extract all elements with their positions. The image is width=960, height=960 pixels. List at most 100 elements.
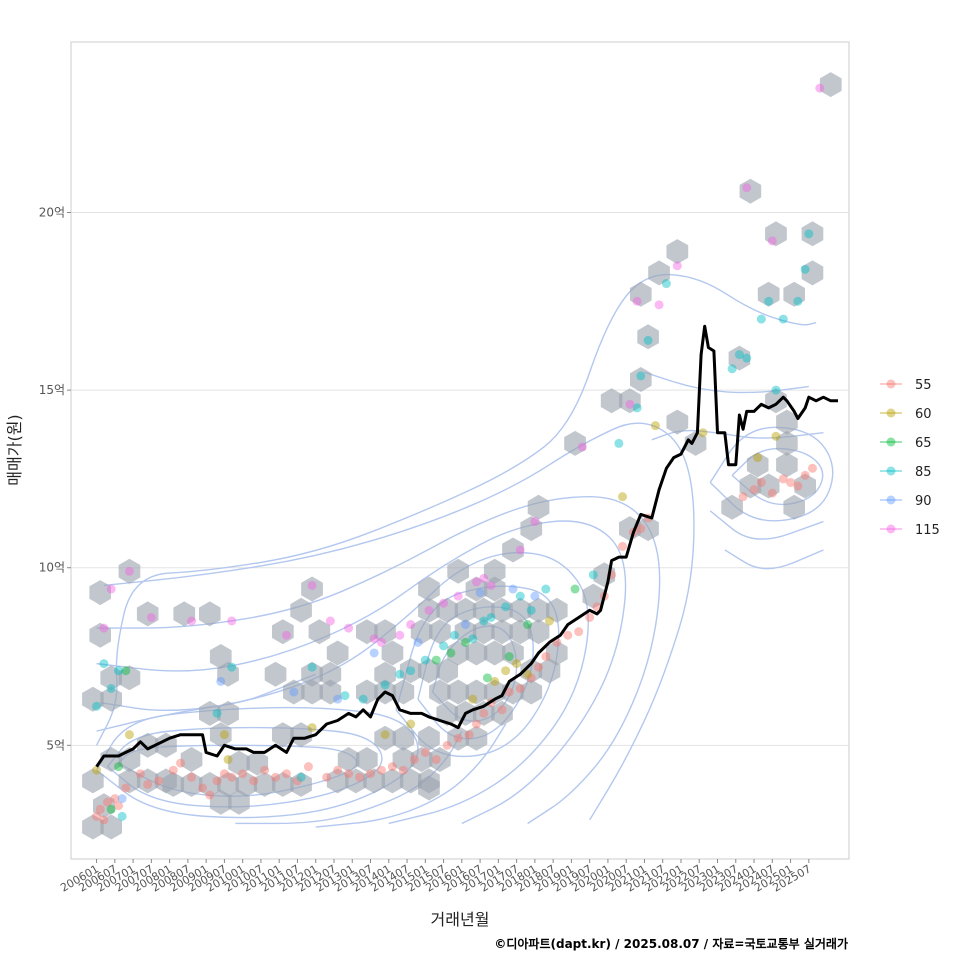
data-point bbox=[793, 296, 803, 306]
hexbin-cell bbox=[93, 793, 115, 819]
data-point bbox=[490, 676, 500, 686]
density-contour-line bbox=[651, 429, 824, 441]
data-point bbox=[661, 279, 671, 289]
data-point bbox=[187, 616, 197, 626]
data-point bbox=[406, 620, 416, 630]
hexbin-cell bbox=[483, 679, 506, 705]
data-point bbox=[260, 765, 270, 775]
hexbin-cell bbox=[465, 725, 488, 751]
hexbin-cell bbox=[290, 722, 312, 748]
hexbin-cell bbox=[82, 768, 104, 794]
data-point bbox=[333, 765, 343, 775]
hexbin-cell bbox=[356, 747, 378, 772]
data-point bbox=[464, 730, 474, 740]
data-point bbox=[380, 730, 390, 740]
data-point bbox=[355, 772, 365, 782]
caption: ©디아파트(dapt.kr) / 2025.08.07 / 자료=국토교통부 실… bbox=[494, 936, 848, 951]
hexbin-cell bbox=[374, 725, 396, 751]
data-point bbox=[738, 492, 748, 502]
data-point bbox=[135, 769, 145, 779]
hexbin-cell bbox=[337, 747, 360, 772]
data-point bbox=[376, 637, 386, 647]
data-point bbox=[526, 673, 536, 683]
hexbin-cell bbox=[783, 281, 805, 307]
hexbin-cell bbox=[100, 814, 122, 840]
hexbin-cell bbox=[465, 679, 488, 705]
data-point bbox=[420, 747, 430, 757]
data-point bbox=[121, 666, 131, 676]
density-contour-line bbox=[709, 510, 824, 540]
hexbin-cell bbox=[637, 324, 659, 350]
hexbin-cell bbox=[209, 789, 232, 815]
hexbin-cell bbox=[418, 597, 440, 623]
data-point bbox=[99, 623, 109, 633]
data-point bbox=[471, 719, 481, 729]
hexbin-cell bbox=[447, 558, 469, 584]
data-point bbox=[99, 815, 109, 825]
data-point bbox=[793, 481, 803, 491]
data-point bbox=[756, 477, 766, 487]
hexbin-cell bbox=[648, 260, 670, 286]
data-point bbox=[387, 762, 397, 772]
data-point bbox=[406, 666, 416, 676]
data-point bbox=[296, 772, 306, 782]
data-point bbox=[103, 797, 113, 807]
data-point bbox=[271, 772, 281, 782]
hexbin-cell bbox=[483, 576, 506, 602]
data-point bbox=[113, 801, 123, 811]
data-point bbox=[767, 236, 777, 246]
hexbin-cell bbox=[228, 789, 250, 815]
y-tick-label: 10억 bbox=[39, 561, 65, 575]
hexbin-cell bbox=[180, 747, 203, 772]
hexbin-cell bbox=[118, 768, 141, 794]
hexbin-cell bbox=[472, 597, 495, 623]
hexbin-cell bbox=[666, 239, 689, 265]
data-point bbox=[406, 719, 416, 729]
data-point bbox=[106, 804, 116, 814]
data-point bbox=[592, 602, 602, 612]
hexbin-cell bbox=[491, 700, 513, 726]
data-point bbox=[486, 612, 496, 622]
data-point bbox=[212, 708, 222, 718]
hexbin-cell bbox=[546, 640, 568, 666]
data-point bbox=[734, 350, 744, 360]
hexbin-cell bbox=[728, 345, 751, 371]
data-point bbox=[786, 477, 796, 487]
data-point bbox=[227, 772, 237, 782]
data-point bbox=[515, 591, 525, 601]
data-point bbox=[95, 804, 105, 814]
hexbin-cell bbox=[228, 750, 250, 776]
hexbin-cell bbox=[739, 178, 762, 204]
hexbin-cell bbox=[162, 771, 185, 797]
data-point bbox=[369, 648, 379, 658]
hexbin-cell bbox=[374, 661, 396, 687]
data-point bbox=[618, 492, 628, 502]
hexbin-cell bbox=[326, 640, 349, 666]
hexbin-cell bbox=[82, 814, 104, 840]
data-point bbox=[99, 659, 109, 669]
data-point bbox=[778, 314, 788, 324]
data-point bbox=[471, 577, 481, 587]
data-point bbox=[106, 683, 116, 693]
data-point bbox=[807, 463, 817, 473]
data-point bbox=[216, 676, 226, 686]
hexbin-cell bbox=[794, 473, 816, 499]
hexbin-cell bbox=[783, 494, 805, 520]
hexbin-cell bbox=[776, 452, 798, 478]
hexbin-cell bbox=[418, 576, 440, 602]
data-point bbox=[800, 264, 810, 274]
hexbin-cell bbox=[209, 722, 232, 748]
hexbin-cell bbox=[356, 619, 378, 645]
data-point bbox=[113, 762, 123, 772]
hexbin-cell bbox=[502, 640, 524, 666]
data-point bbox=[289, 687, 299, 697]
data-point bbox=[223, 755, 233, 765]
legend-label: 60 bbox=[915, 407, 932, 422]
data-point bbox=[749, 485, 759, 495]
hexbin-cell bbox=[619, 388, 641, 414]
hexbin-cell bbox=[100, 665, 122, 691]
y-axis-ticks: 5억 10억 15억 20억 bbox=[39, 206, 71, 752]
data-point bbox=[322, 772, 332, 782]
hexbin-cell bbox=[527, 597, 550, 623]
data-point bbox=[544, 616, 554, 626]
